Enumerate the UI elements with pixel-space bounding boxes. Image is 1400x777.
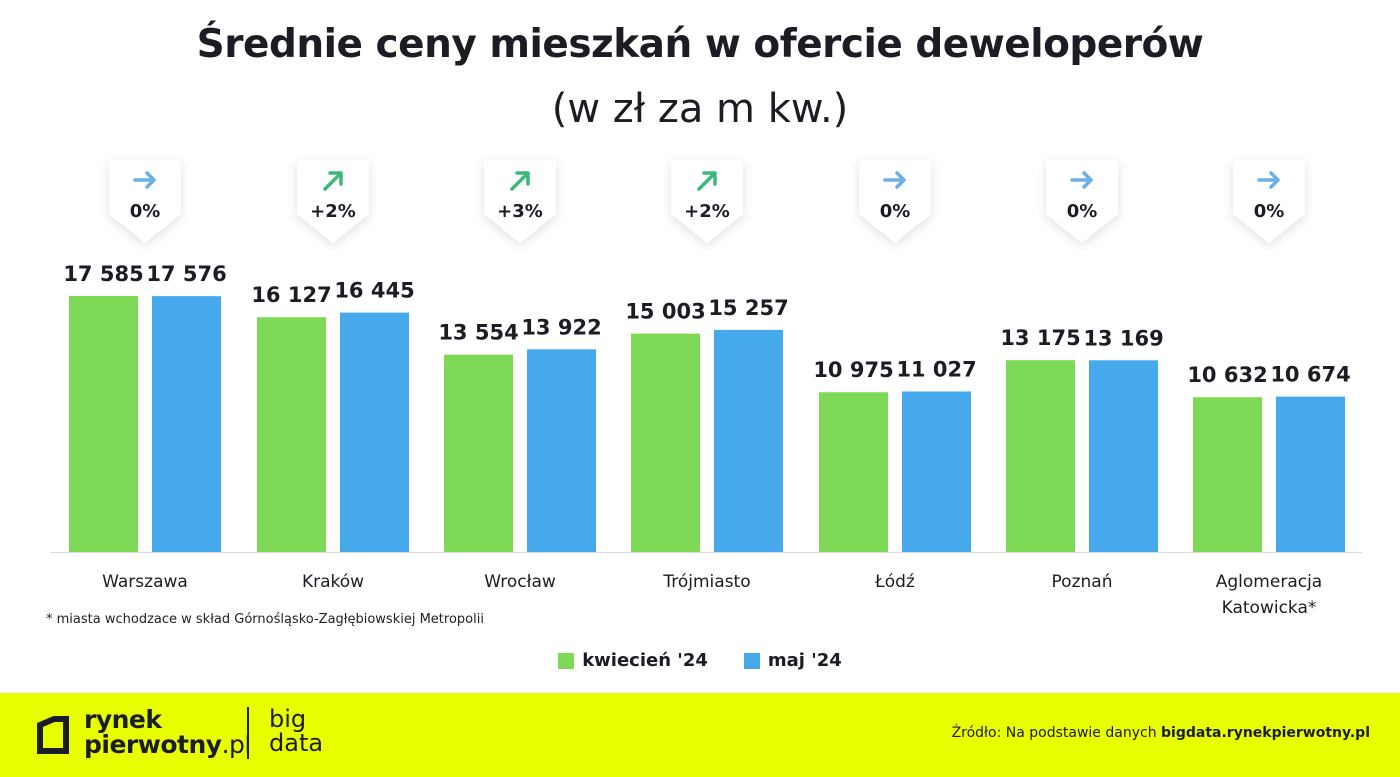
arrow-up-right-icon bbox=[323, 171, 343, 191]
arrow-up-right-icon bbox=[697, 171, 717, 191]
logo-suffix: .pl bbox=[221, 730, 252, 759]
data-label-april-0: 17 585 bbox=[63, 262, 143, 286]
legend-label-may: maj '24 bbox=[767, 650, 842, 671]
change-badge-2 bbox=[484, 160, 556, 243]
bar-may-2 bbox=[527, 349, 596, 552]
change-badge-5 bbox=[1046, 160, 1118, 243]
legend-item-may: maj '24 bbox=[743, 650, 842, 671]
bar-april-1 bbox=[257, 317, 326, 552]
change-badge-4 bbox=[859, 160, 931, 243]
bar-april-3 bbox=[631, 333, 700, 552]
change-label-2: +3% bbox=[497, 201, 543, 222]
bar-april-6 bbox=[1193, 397, 1262, 552]
data-label-may-0: 17 576 bbox=[146, 262, 226, 286]
arrow-right-icon bbox=[1257, 171, 1280, 189]
data-label-april-4: 10 975 bbox=[813, 358, 893, 382]
bar-may-5 bbox=[1089, 360, 1158, 552]
change-label-1: +2% bbox=[310, 201, 356, 222]
change-label-4: 0% bbox=[880, 201, 911, 222]
logo2-line2: data bbox=[269, 729, 324, 757]
category-label-6-1: Katowicka* bbox=[1222, 598, 1317, 618]
data-label-may-4: 11 027 bbox=[896, 357, 976, 381]
bar-may-4 bbox=[902, 391, 971, 552]
legend-item-april: kwiecień '24 bbox=[558, 650, 708, 671]
change-label-6: 0% bbox=[1254, 201, 1285, 222]
legend-swatch-april bbox=[558, 652, 575, 669]
data-label-april-6: 10 632 bbox=[1187, 363, 1267, 387]
bigdata-logo-text: big data bbox=[269, 707, 323, 755]
category-label-0: Warszawa bbox=[102, 572, 188, 592]
arrow-right-icon bbox=[1070, 171, 1093, 189]
change-label-3: +2% bbox=[684, 201, 730, 222]
bar-may-1 bbox=[340, 312, 409, 552]
category-label-1: Kraków bbox=[302, 572, 364, 592]
chart-title: Średnie ceny mieszkań w ofercie dewelope… bbox=[196, 22, 1204, 67]
change-badge-3 bbox=[671, 160, 743, 243]
bar-april-0 bbox=[69, 296, 138, 552]
logo-divider bbox=[247, 707, 249, 759]
bar-april-5 bbox=[1006, 360, 1075, 552]
logo-line1: rynek bbox=[84, 705, 162, 734]
bar-may-0 bbox=[152, 296, 221, 552]
data-label-april-5: 13 175 bbox=[1000, 326, 1080, 350]
data-label-may-2: 13 922 bbox=[521, 315, 601, 339]
change-label-0: 0% bbox=[130, 201, 161, 222]
legend-label-april: kwiecień '24 bbox=[582, 650, 708, 671]
category-label-2: Wrocław bbox=[484, 572, 556, 592]
data-label-may-3: 15 257 bbox=[708, 296, 788, 320]
bar-chart: 17 585 17 576 Warszawa 0% 16 127 16 445 Kraków… bbox=[50, 160, 1362, 618]
bar-april-2 bbox=[444, 354, 513, 552]
category-label-6-0: Aglomeracja bbox=[1216, 572, 1322, 592]
bar-may-6 bbox=[1276, 396, 1345, 552]
source-text: Źródło: Na podstawie danych bigdata.ryne… bbox=[952, 725, 1370, 741]
change-badge-1 bbox=[297, 160, 369, 243]
category-label-3: Trójmiasto bbox=[662, 572, 750, 592]
data-label-april-1: 16 127 bbox=[251, 283, 331, 307]
arrow-up-right-icon bbox=[510, 171, 530, 191]
data-label-april-3: 15 003 bbox=[625, 300, 705, 324]
change-label-5: 0% bbox=[1067, 201, 1098, 222]
data-label-april-2: 13 554 bbox=[438, 321, 518, 345]
legend-swatch-may bbox=[743, 652, 760, 669]
arrow-right-icon bbox=[883, 171, 906, 189]
change-badge-0 bbox=[109, 160, 181, 243]
data-label-may-6: 10 674 bbox=[1270, 363, 1350, 387]
source-link: bigdata.rynekpierwotny.pl bbox=[1161, 725, 1370, 741]
data-label-may-5: 13 169 bbox=[1083, 326, 1163, 350]
arrow-right-icon bbox=[133, 171, 156, 189]
data-label-may-1: 16 445 bbox=[334, 279, 414, 303]
legend: kwiecień '24 maj '24 bbox=[0, 650, 1400, 671]
source-prefix: Źródło: Na podstawie danych bbox=[951, 725, 1162, 741]
footnote: * miasta wchodzace w skład Górnośląsko-Z… bbox=[46, 612, 484, 627]
bar-may-3 bbox=[714, 329, 783, 552]
footer: rynek pierwotny.pl big data Źródło: Na p… bbox=[0, 693, 1400, 777]
rynekpierwotny-logo-icon bbox=[37, 716, 69, 754]
category-label-5: Poznań bbox=[1052, 572, 1113, 592]
change-badge-6 bbox=[1233, 160, 1305, 243]
logo-line2: pierwotny bbox=[84, 730, 222, 759]
bar-april-4 bbox=[819, 392, 888, 552]
logo2-line1: big bbox=[269, 705, 307, 733]
rynekpierwotny-logo-text: rynek pierwotny.pl bbox=[84, 707, 251, 757]
chart-subtitle: (w zł za m kw.) bbox=[551, 86, 849, 132]
category-label-4: Łódź bbox=[874, 572, 915, 592]
